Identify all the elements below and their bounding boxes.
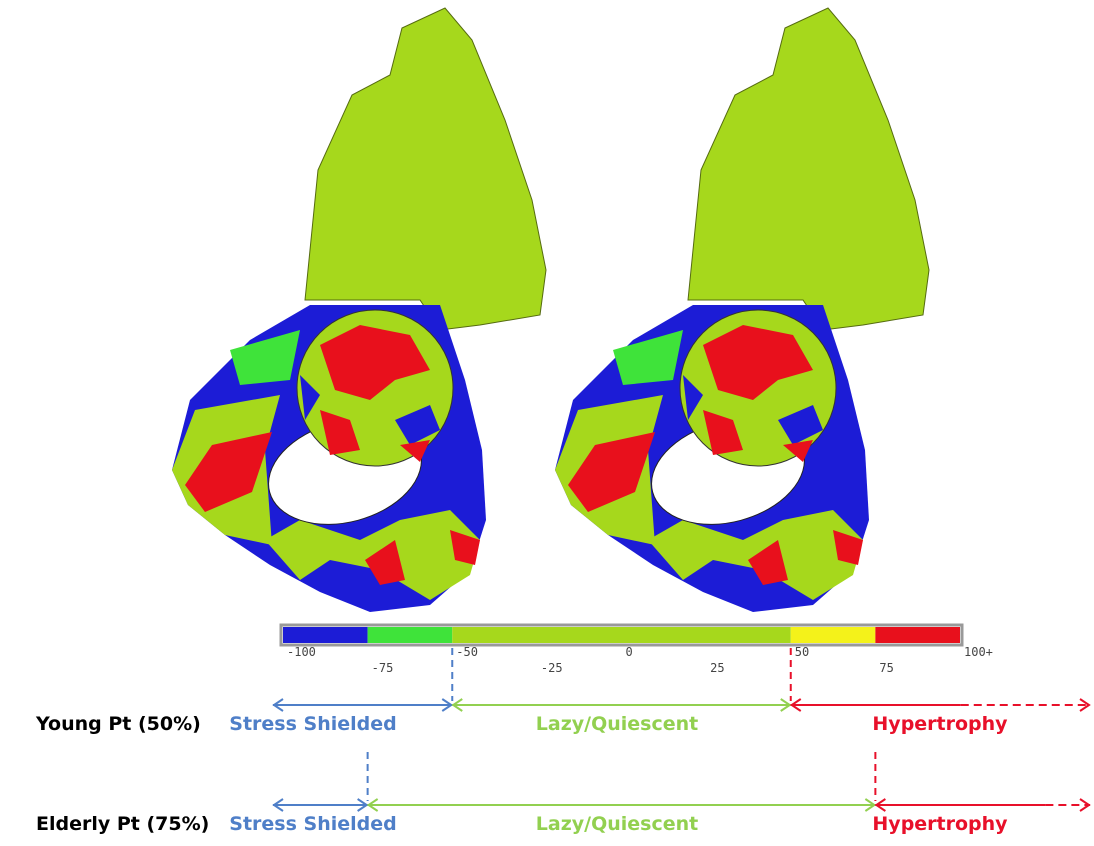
colorbar-segment — [875, 627, 960, 643]
colorbar-tick-label: 50 — [795, 645, 809, 659]
zone-label: Lazy/Quiescent — [536, 813, 698, 835]
zone-label: Stress Shielded — [229, 713, 396, 735]
figure: -100 -75 -50 -25 0 25 50 75 100+ Young Pt (50%) St… — [0, 0, 1094, 846]
row-label: Young Pt (50%) — [35, 713, 201, 735]
colorbar-tick-label: 75 — [879, 661, 893, 675]
colorbar-tick-label: -25 — [541, 661, 563, 675]
pelvis-young — [172, 8, 546, 612]
colorbar-tick-label: -100 — [287, 645, 316, 659]
zone-label: Lazy/Quiescent — [536, 713, 698, 735]
row-label: Elderly Pt (75%) — [36, 813, 209, 835]
colorbar-tick-label: 100+ — [964, 645, 993, 659]
colorbar-tick-label: -75 — [372, 661, 394, 675]
zone-label: Stress Shielded — [229, 813, 396, 835]
colorbar-tick-label: 0 — [626, 645, 633, 659]
colorbar-tick-label: 25 — [710, 661, 724, 675]
colorbar-segment — [791, 627, 876, 643]
colorbar-segment — [368, 627, 453, 643]
colorbar-tick-label: -50 — [456, 645, 478, 659]
colorbar-segment — [283, 627, 368, 643]
zone-label: Hypertrophy — [872, 813, 1008, 835]
colorbar-segment — [452, 627, 791, 643]
pelvis-elderly — [555, 8, 929, 612]
zone-label: Hypertrophy — [872, 713, 1008, 735]
